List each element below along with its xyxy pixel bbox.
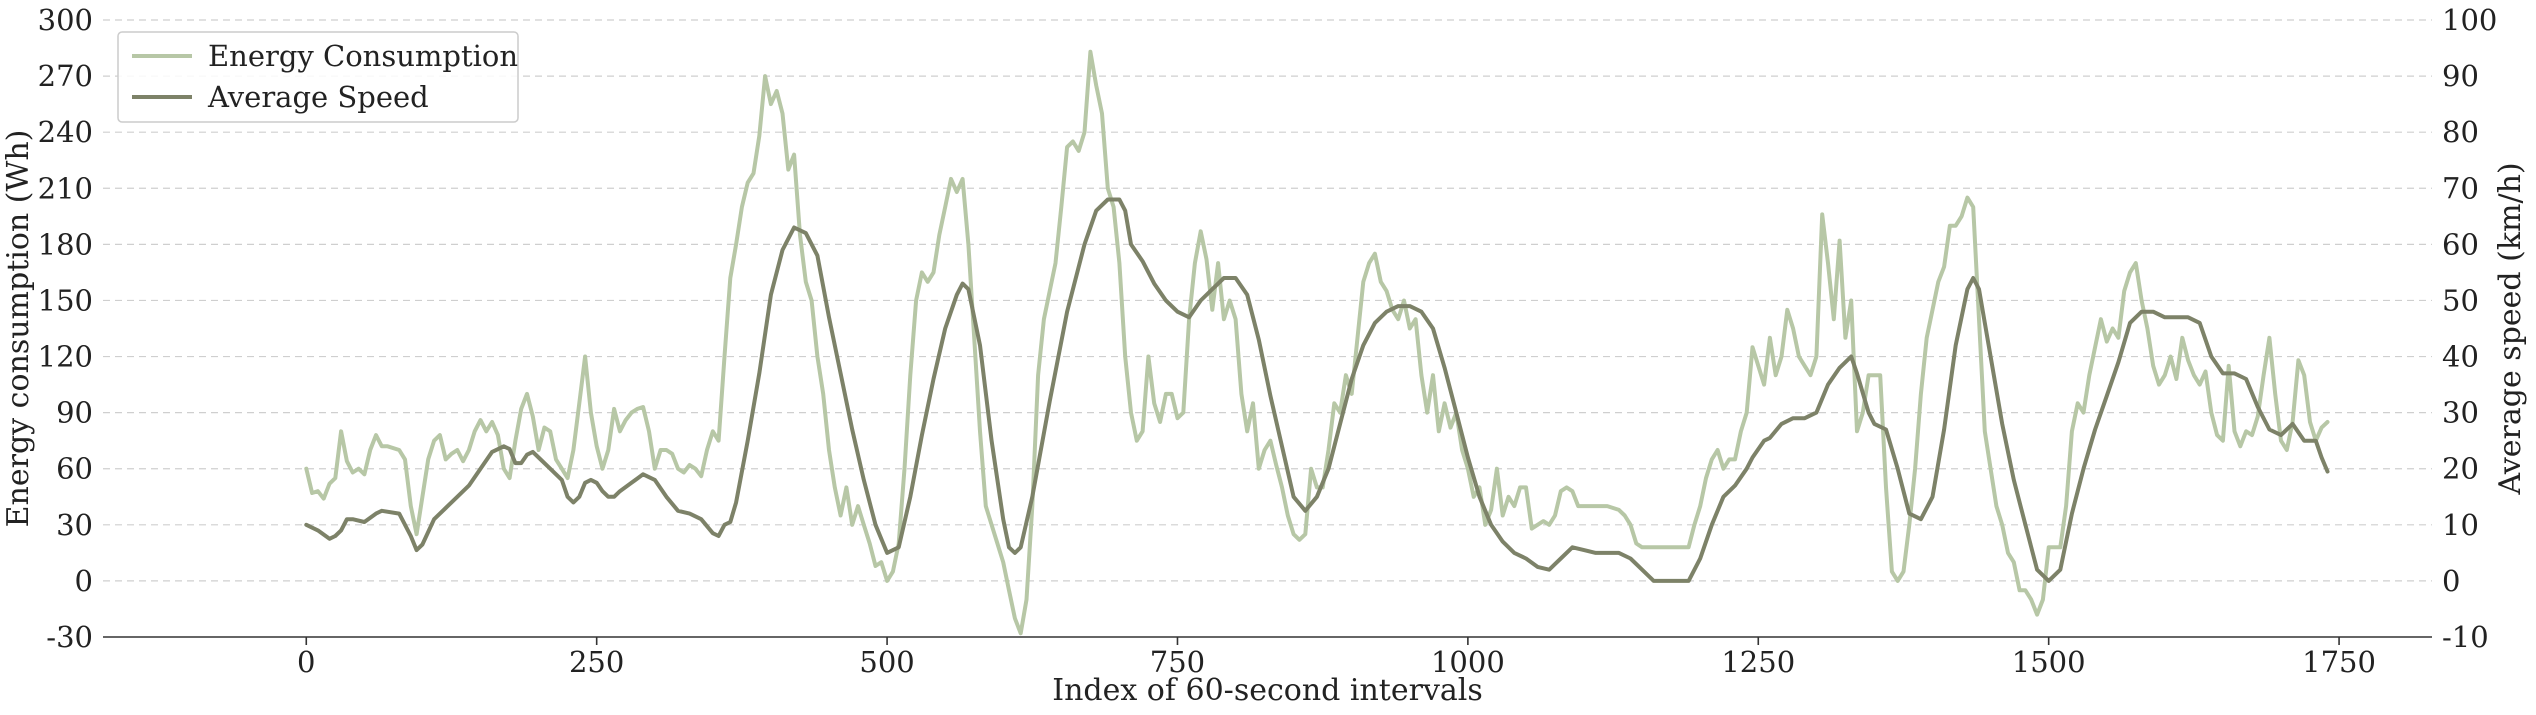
x-tick-label: 1750 xyxy=(2302,645,2376,679)
right-y-tick-label: 30 xyxy=(2442,396,2479,430)
left-y-tick-label: -30 xyxy=(46,620,93,654)
left-y-tick-label: 0 xyxy=(75,564,93,598)
left-y-tick-label: 120 xyxy=(38,340,93,374)
legend-label-speed: Average Speed xyxy=(207,80,429,114)
right-y-tick-label: 40 xyxy=(2442,340,2479,374)
right-y-tick-label: 50 xyxy=(2442,283,2479,317)
left-y-tick-label: 30 xyxy=(56,508,93,542)
right-y-tick-label: 10 xyxy=(2442,508,2479,542)
left-y-tick-label: 90 xyxy=(56,396,93,430)
x-tick-label: 1500 xyxy=(2012,645,2086,679)
x-tick-label: 250 xyxy=(569,645,624,679)
right-y-tick-label: 90 xyxy=(2442,59,2479,93)
left-y-tick-label: 60 xyxy=(56,452,93,486)
right-y-tick-label: 0 xyxy=(2442,564,2460,598)
right-y-tick-label: 60 xyxy=(2442,227,2479,261)
right-y-tick-label: 80 xyxy=(2442,115,2479,149)
axes xyxy=(103,636,2432,645)
left-y-axis-label: Energy consumption (Wh) xyxy=(1,130,36,528)
tick-labels: 0 250 500 750 1000 1250 1500 1750-3003060901201… xyxy=(38,3,2498,679)
average-speed-line xyxy=(304,197,2330,583)
x-tick-label: 750 xyxy=(1150,645,1205,679)
left-y-tick-label: 180 xyxy=(38,227,93,261)
right-y-tick-label: 100 xyxy=(2442,3,2497,37)
left-y-tick-label: 210 xyxy=(38,171,93,205)
series-lines xyxy=(304,49,2330,636)
x-tick-label: 0 xyxy=(297,645,315,679)
legend-label-energy: Energy Consumption xyxy=(208,39,518,73)
left-y-tick-label: 240 xyxy=(38,115,93,149)
right-y-tick-label: -10 xyxy=(2442,620,2489,654)
x-tick-label: 1250 xyxy=(1721,645,1795,679)
left-y-tick-label: 150 xyxy=(38,283,93,317)
right-y-axis-label: Average speed (km/h) xyxy=(2493,162,2528,495)
x-axis-label: Index of 60-second intervals xyxy=(1052,673,1483,708)
x-tick-label: 500 xyxy=(859,645,914,679)
x-tick-label: 1000 xyxy=(1431,645,1505,679)
right-y-tick-label: 70 xyxy=(2442,171,2479,205)
left-y-tick-label: 300 xyxy=(38,3,93,37)
energy-consumption-line xyxy=(304,49,2330,636)
legend: Energy Consumption Average Speed xyxy=(117,31,519,123)
right-y-tick-label: 20 xyxy=(2442,452,2479,486)
legend-box xyxy=(117,31,519,123)
left-y-tick-label: 270 xyxy=(38,59,93,93)
